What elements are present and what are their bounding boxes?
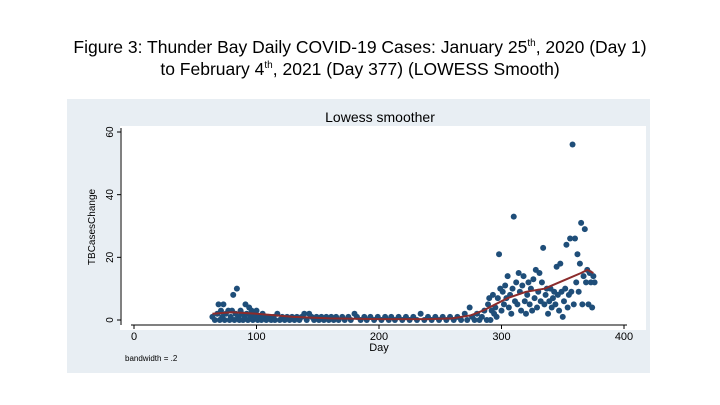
- data-point: [556, 307, 563, 314]
- x-tick-label: 100: [247, 331, 265, 343]
- data-point: [578, 219, 585, 226]
- data-point: [233, 285, 240, 292]
- data-point: [464, 317, 471, 323]
- data-point: [519, 282, 526, 289]
- data-point: [552, 301, 559, 308]
- data-point: [417, 310, 424, 317]
- figure-title: Figure 3: Thunder Bay Daily COVID-19 Cas…: [0, 36, 720, 80]
- data-point: [466, 304, 473, 311]
- data-point: [575, 288, 582, 295]
- data-point: [563, 241, 570, 248]
- data-point: [504, 273, 511, 280]
- data-point: [526, 301, 533, 308]
- data-point: [525, 279, 532, 286]
- data-point: [531, 295, 538, 302]
- data-point: [487, 317, 494, 323]
- data-point: [221, 317, 228, 323]
- data-point: [220, 301, 227, 308]
- chart-title: Lowess smoother: [325, 109, 435, 125]
- data-point: [572, 235, 578, 242]
- plot-area: [120, 126, 646, 330]
- data-point: [230, 291, 237, 298]
- data-point: [253, 307, 260, 314]
- data-point: [489, 291, 496, 298]
- y-tick-label: 60: [105, 126, 116, 138]
- data-point: [215, 301, 222, 308]
- data-point: [530, 276, 537, 283]
- data-point: [545, 310, 552, 317]
- data-point: [591, 279, 598, 286]
- data-point: [478, 313, 485, 320]
- scatter-chart: Lowess smoother 0 20 40 60 0 100 200 300 400 Da…: [87, 109, 646, 363]
- y-axis-label: TBCasesChange: [87, 188, 98, 265]
- data-point: [493, 313, 500, 320]
- data-point: [590, 273, 597, 280]
- data-point: [580, 273, 587, 280]
- data-point: [538, 279, 545, 286]
- data-point: [496, 251, 503, 258]
- chart-panel: Lowess smoother 0 20 40 60 0 100 200 300 400 Da…: [67, 99, 650, 373]
- data-point: [568, 288, 575, 295]
- data-point: [562, 285, 569, 292]
- data-point: [564, 304, 571, 311]
- figure-title-line-1: Figure 3: Thunder Bay Daily COVID-19 Cas…: [73, 37, 647, 57]
- data-point: [301, 310, 308, 317]
- data-point: [485, 301, 492, 308]
- data-point: [560, 298, 567, 305]
- data-point: [505, 304, 512, 311]
- data-point: [541, 301, 548, 308]
- data-point: [510, 213, 517, 220]
- x-axis-label: Day: [369, 342, 389, 354]
- bandwidth-note: bandwidth = .2: [125, 354, 178, 363]
- data-point: [502, 282, 509, 289]
- data-point: [523, 310, 529, 317]
- data-point: [518, 307, 525, 314]
- data-point: [549, 295, 556, 302]
- y-tick-label: 40: [105, 189, 116, 201]
- data-point: [509, 285, 516, 292]
- x-tick-label: 300: [492, 331, 510, 343]
- data-point: [524, 291, 531, 298]
- data-point: [581, 226, 588, 233]
- data-point: [500, 301, 507, 308]
- y-tick-label: 0: [105, 317, 116, 323]
- data-point: [579, 301, 586, 308]
- figure-title-line-2: to February 4th, 2021 (Day 377) (LOWESS …: [160, 59, 560, 79]
- data-point: [570, 301, 577, 308]
- data-point: [542, 291, 549, 298]
- data-point: [559, 313, 566, 320]
- data-point: [513, 279, 520, 286]
- data-point: [576, 260, 583, 267]
- data-point: [540, 244, 547, 251]
- x-tick-label: 400: [615, 331, 633, 343]
- x-tick-label: 0: [131, 331, 137, 343]
- data-point: [499, 288, 506, 295]
- data-point: [557, 260, 564, 267]
- data-point: [514, 301, 521, 308]
- data-point: [567, 235, 574, 242]
- data-point: [534, 304, 541, 311]
- data-point: [521, 298, 528, 305]
- x-tick-label: 200: [370, 331, 388, 343]
- data-point: [458, 317, 465, 323]
- data-point: [536, 270, 543, 276]
- data-point: [569, 141, 576, 148]
- data-point: [508, 310, 515, 317]
- lowess-line: [212, 268, 594, 321]
- data-point: [583, 279, 590, 286]
- data-point: [574, 251, 581, 258]
- data-point: [498, 307, 505, 314]
- data-point: [520, 273, 527, 280]
- data-point: [529, 307, 536, 314]
- data-point: [211, 317, 218, 323]
- data-point: [471, 317, 478, 323]
- data-point: [573, 279, 580, 286]
- data-point: [494, 295, 501, 302]
- data-point: [515, 270, 522, 276]
- y-tick-label: 20: [105, 251, 116, 263]
- data-point: [589, 304, 596, 311]
- data-point: [271, 317, 278, 323]
